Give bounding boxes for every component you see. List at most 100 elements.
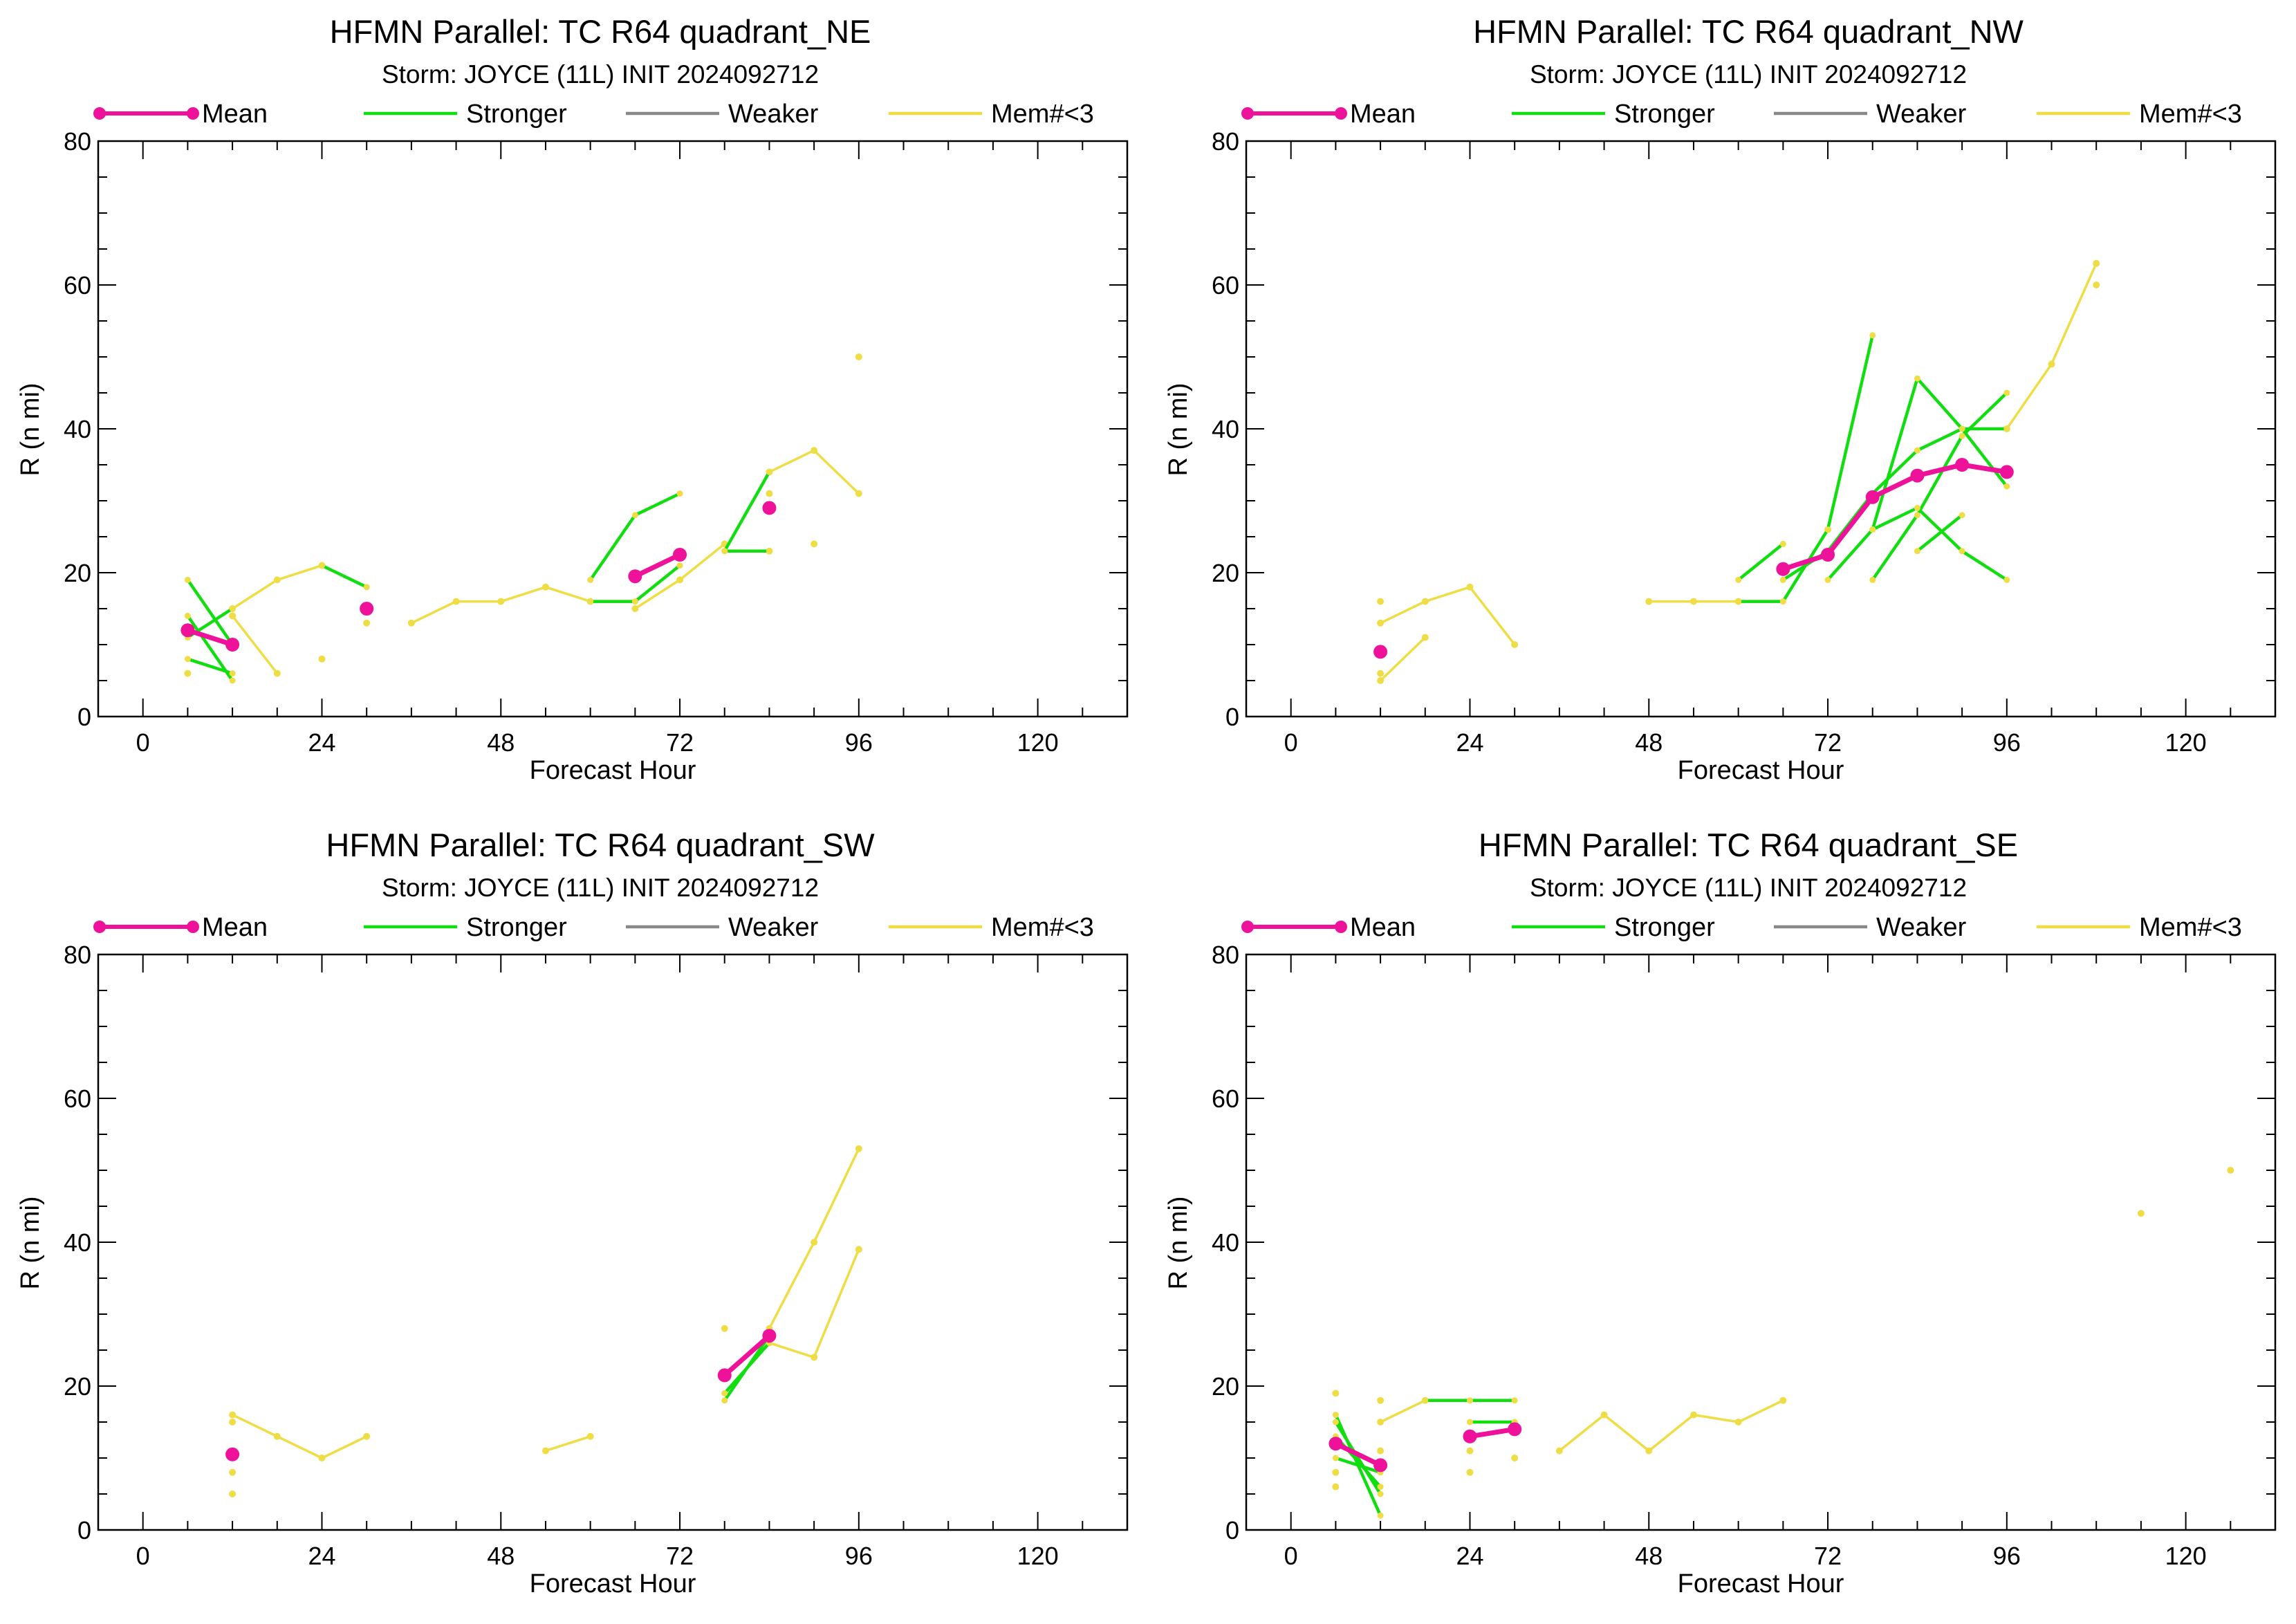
legend-label: Weaker — [1876, 913, 1967, 942]
legend-label: Mem#<3 — [991, 913, 1094, 942]
data-point — [1955, 458, 1970, 472]
legend-label: Stronger — [466, 100, 567, 129]
data-point — [180, 623, 195, 638]
series-mem-line — [1332, 1167, 2234, 1491]
x-tick-label: 24 — [1456, 1542, 1483, 1570]
legend-label: Mean — [1350, 913, 1416, 942]
x-tick-label: 48 — [487, 728, 515, 757]
legend-label: Mem#<3 — [2139, 100, 2242, 129]
data-point — [229, 1468, 237, 1476]
mem-line — [768, 449, 860, 495]
data-point — [811, 540, 818, 548]
series-mem-line — [229, 1145, 862, 1497]
data-point — [225, 638, 240, 652]
data-point — [273, 1432, 281, 1440]
x-tick-label: 72 — [1814, 728, 1842, 757]
data-point — [586, 1432, 594, 1440]
plot-frame — [1245, 953, 2277, 1531]
x-tick-label: 48 — [487, 1542, 515, 1570]
panel-sw: HFMN Parallel: TC R64 quadrant_SW Storm:… — [16, 827, 1129, 1598]
data-point — [1869, 332, 1876, 339]
data-point — [1645, 1447, 1653, 1455]
chart-title: HFMN Parallel: TC R64 quadrant_NW — [1473, 13, 2024, 50]
data-point — [1735, 576, 1742, 583]
data-point — [273, 670, 281, 677]
legend-item: Weaker — [626, 100, 819, 129]
data-point — [1735, 598, 1742, 605]
data-point — [1824, 526, 1831, 533]
series-mean-line — [180, 501, 777, 652]
data-point — [1377, 1419, 1385, 1425]
data-point — [1466, 1419, 1473, 1425]
mem-line — [411, 586, 591, 625]
data-point — [1377, 677, 1385, 684]
chart-subtitle: Storm: JOYCE (11L) INIT 2024092712 — [382, 874, 819, 902]
data-point — [1689, 1411, 1697, 1419]
x-axis-label: Forecast Hour — [530, 1569, 696, 1598]
y-tick-label: 60 — [64, 1085, 91, 1113]
data-point — [855, 1246, 862, 1253]
data-point — [1422, 1397, 1429, 1404]
mem-line — [1558, 1399, 1784, 1452]
data-point — [721, 1390, 728, 1396]
data-point — [1377, 1512, 1384, 1519]
data-point — [631, 598, 638, 605]
x-tick-label: 72 — [666, 1542, 694, 1570]
data-point — [184, 656, 191, 663]
legend-label: Mem#<3 — [991, 100, 1094, 129]
data-point — [497, 598, 505, 605]
y-tick-label: 40 — [64, 1228, 91, 1257]
series-mean-line — [1373, 458, 2014, 659]
y-tick-label: 40 — [1212, 1228, 1239, 1257]
data-point — [1377, 1491, 1384, 1497]
data-point — [766, 468, 772, 475]
legend-label: Weaker — [1876, 100, 1967, 129]
data-point — [2137, 1210, 2145, 1217]
y-tick-label: 80 — [1212, 127, 1239, 156]
y-axis-label: R (n mi) — [1164, 1196, 1193, 1289]
data-point — [1466, 1468, 1474, 1476]
legend-marker — [187, 921, 199, 933]
data-point — [673, 548, 687, 562]
data-point — [631, 605, 639, 612]
legend-item: Mean — [93, 913, 268, 942]
data-point — [1377, 1396, 1385, 1404]
plot-frame — [97, 953, 1129, 1531]
legend-item: Mem#<3 — [889, 913, 1094, 942]
legend-label: Mem#<3 — [2139, 913, 2242, 942]
data-point — [2093, 259, 2100, 267]
series-mean-line — [1328, 1422, 1522, 1473]
data-point — [631, 512, 638, 519]
data-point — [1332, 1419, 1339, 1425]
mem-line — [232, 1414, 367, 1459]
data-point — [273, 576, 281, 584]
x-axis-label: Forecast Hour — [1678, 756, 1844, 785]
mem-line — [1379, 636, 1427, 682]
legend-item: Mean — [93, 100, 268, 129]
data-point — [1779, 540, 1786, 547]
chart-title: HFMN Parallel: TC R64 quadrant_SW — [326, 827, 875, 863]
mem-line — [232, 564, 323, 610]
data-point — [1508, 1422, 1522, 1437]
y-tick-label: 80 — [1212, 941, 1239, 969]
legend-marker — [93, 921, 106, 933]
data-point — [363, 584, 370, 591]
y-tick-label: 20 — [64, 559, 91, 587]
data-point — [1914, 447, 1920, 454]
data-point — [1377, 619, 1385, 627]
data-point — [2003, 483, 2010, 490]
x-tick-label: 120 — [1017, 728, 1059, 757]
x-tick-label: 48 — [1635, 728, 1663, 757]
data-point — [2093, 282, 2100, 288]
data-point — [229, 1419, 237, 1425]
series-stronger-line — [1735, 332, 2010, 605]
legend-marker — [187, 107, 199, 120]
x-tick-label: 120 — [2165, 1542, 2207, 1570]
data-point — [1914, 548, 1920, 555]
data-point — [1332, 1483, 1340, 1491]
data-point — [225, 1447, 240, 1461]
data-point — [1332, 1455, 1339, 1461]
y-tick-label: 60 — [1212, 271, 1239, 299]
stronger-line — [1871, 506, 2008, 582]
